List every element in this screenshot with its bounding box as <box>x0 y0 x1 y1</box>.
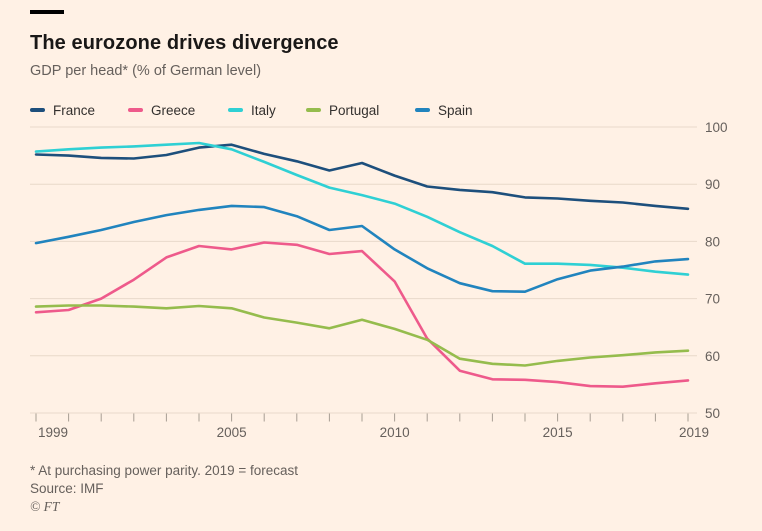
y-axis-label-80: 80 <box>705 234 720 249</box>
y-axis-label-90: 90 <box>705 177 720 192</box>
legend-swatch-greece <box>128 108 143 112</box>
y-axis-label-50: 50 <box>705 406 720 421</box>
y-axis-label-70: 70 <box>705 292 720 307</box>
x-axis-label-2005: 2005 <box>217 425 247 440</box>
x-axis-label-1999: 1999 <box>38 425 68 440</box>
legend-item-portugal: Portugal <box>306 102 379 118</box>
legend-label-greece: Greece <box>151 102 196 118</box>
legend: France Greece Italy Portugal Spain <box>0 102 762 118</box>
legend-item-italy: Italy <box>228 102 276 118</box>
chart-subtitle: GDP per head* (% of German level) <box>30 63 262 79</box>
legend-swatch-portugal <box>306 108 321 112</box>
legend-item-france: France <box>30 102 95 118</box>
chart-source: Source: IMF <box>30 481 104 496</box>
chart-title: The eurozone drives divergence <box>30 32 339 54</box>
ft-copyright: © FT <box>30 499 60 514</box>
line-greece <box>34 241 690 389</box>
chart-footnote: * At purchasing power parity. 2019 = for… <box>30 463 299 478</box>
line-france <box>34 143 690 211</box>
title-accent-bar <box>30 10 64 14</box>
legend-label-portugal: Portugal <box>329 102 380 118</box>
legend-swatch-italy <box>228 108 243 112</box>
line-spain <box>34 204 690 294</box>
legend-item-spain: Spain <box>415 102 473 118</box>
x-axis-label-2010: 2010 <box>380 425 410 440</box>
legend-item-greece: Greece <box>128 102 195 118</box>
legend-label-italy: Italy <box>251 102 276 118</box>
legend-label-spain: Spain <box>438 102 473 118</box>
legend-swatch-france <box>30 108 45 112</box>
line-italy <box>34 141 690 276</box>
legend-label-france: France <box>53 102 96 118</box>
x-axis-label-2019: 2019 <box>679 425 709 440</box>
legend-swatch-spain <box>415 108 430 112</box>
line-portugal <box>34 304 690 367</box>
y-axis-label-60: 60 <box>705 349 720 364</box>
y-axis-label-100: 100 <box>705 120 728 135</box>
x-axis-label-2015: 2015 <box>543 425 573 440</box>
